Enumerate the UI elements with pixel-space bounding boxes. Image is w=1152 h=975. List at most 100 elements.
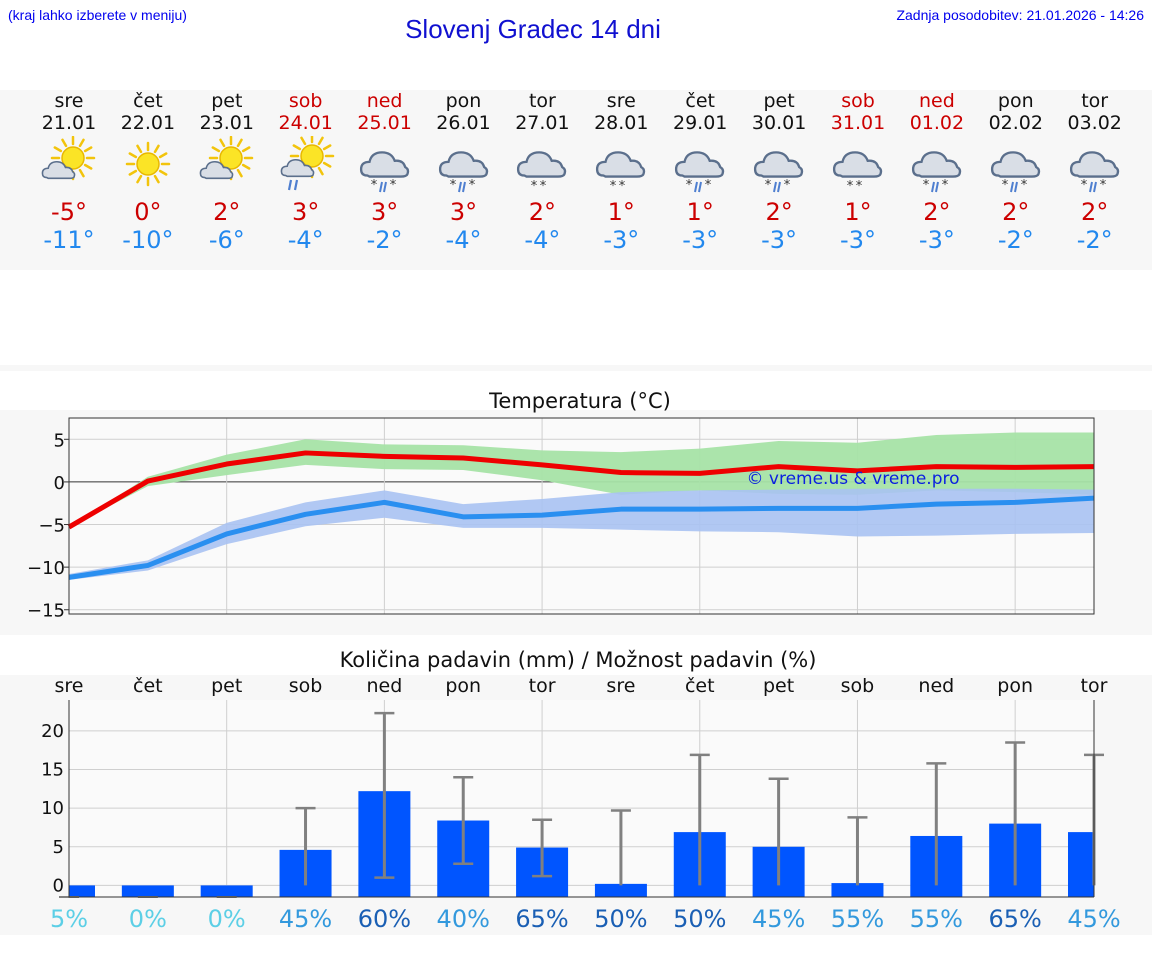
min-temp-line: [68, 495, 1095, 580]
precip-bar: [121, 885, 174, 897]
snowflake: *: [847, 179, 854, 194]
sun-shape: [125, 141, 171, 187]
cloud-shape: [990, 151, 1040, 178]
day-name: sob: [288, 90, 323, 112]
x-tick-label: tor: [1081, 675, 1108, 697]
cloud-shape: [911, 151, 962, 178]
cloud-snow-icon: * *: [591, 136, 651, 196]
snowflake: *: [765, 178, 772, 193]
min-temp: -3°: [918, 226, 955, 254]
cloud-snow-icon: * *: [828, 136, 888, 196]
precip-probability: 0%: [129, 905, 167, 933]
cloud-shape: [754, 151, 804, 178]
max-temp: 2°: [528, 198, 557, 226]
rain-drop: [382, 181, 387, 193]
x-tick-label: sre: [55, 675, 84, 697]
rain-drop: [773, 181, 778, 193]
min-temp: -11°: [43, 226, 95, 254]
cloud-shape: [1069, 151, 1119, 178]
x-tick-label: pet: [763, 675, 794, 697]
y-tick-label: 0: [53, 875, 64, 896]
max-temp: 1°: [686, 198, 714, 226]
day-date: 30.01: [751, 112, 807, 134]
day-name: ned: [366, 90, 403, 112]
y-tick-label: 15: [41, 760, 64, 781]
y-tick-label: 10: [41, 798, 64, 819]
cloud-shape: [832, 151, 883, 178]
cloud-sleet-icon: * *: [434, 136, 494, 196]
page-title: Slovenj Gradec 14 dni: [405, 14, 661, 44]
copyright-annotation: © vreme.us & vreme.pro: [746, 469, 959, 489]
rain-drop: [698, 181, 703, 193]
cloud-sleet-icon: * *: [1065, 136, 1125, 196]
chart-title: Količina padavin (mm) / Možnost padavin …: [340, 648, 817, 672]
separator-band: [0, 365, 1152, 371]
snowflake: *: [942, 178, 949, 193]
min-temp: -6°: [208, 226, 245, 254]
snowflake: *: [686, 178, 693, 193]
day-date: 21.01: [41, 112, 97, 134]
snowflake: *: [856, 179, 863, 194]
x-tick-label: sre: [606, 675, 635, 697]
rain-drop: [461, 181, 466, 193]
day-name: sre: [54, 90, 84, 112]
min-temp: -4°: [524, 226, 561, 254]
day-date: 01.02: [909, 112, 965, 134]
rain-drop: [1009, 181, 1014, 193]
min-temp: -2°: [997, 226, 1034, 254]
sun-icon: [118, 136, 178, 196]
x-tick-label: pon: [997, 675, 1033, 697]
cloud-sleet-icon: * *: [907, 136, 967, 196]
max-temp: 1°: [607, 198, 635, 226]
snowflake: *: [1099, 178, 1106, 193]
precip-bar: [831, 883, 884, 897]
sun-cloud-icon: [39, 135, 99, 196]
rain-drop: [934, 181, 939, 193]
precip-bar: [594, 883, 647, 897]
cloud-shape: [596, 151, 646, 178]
max-temp: 2°: [1002, 198, 1030, 226]
rain-drop: [378, 181, 383, 193]
sun-cloud-icon: [197, 135, 257, 196]
x-tick-label: pet: [211, 675, 242, 697]
precip-probability: 0%: [208, 905, 246, 933]
precip-probability: 65%: [515, 905, 568, 933]
day-name: tor: [1081, 90, 1109, 112]
snowflake: *: [1080, 178, 1087, 193]
max-temp: 3°: [449, 198, 478, 226]
cloud-sleet-icon: * *: [355, 136, 415, 196]
max-temp: 2°: [923, 198, 951, 226]
max-temp: 0°: [134, 198, 162, 226]
x-tick-label: tor: [529, 675, 556, 697]
plot-frame: [68, 417, 1095, 615]
min-temp: -3°: [682, 226, 719, 254]
snowflake: *: [468, 178, 475, 193]
rain-drop: [293, 179, 298, 191]
rain-drop: [457, 181, 462, 193]
x-tick-label: ned: [918, 675, 954, 697]
cloud-snow-icon: * *: [512, 136, 572, 196]
day-date: 02.02: [988, 112, 1043, 134]
snowflake: *: [389, 178, 396, 193]
precip-probability: 50%: [594, 905, 647, 933]
max-temp: 3°: [370, 198, 399, 226]
y-tick-label: 20: [41, 721, 64, 742]
day-name: tor: [528, 90, 556, 112]
max-temp: 2°: [1081, 198, 1109, 226]
max-temp: -5°: [51, 198, 87, 226]
day-date: 25.01: [357, 112, 412, 134]
plot-axes: [68, 700, 1094, 898]
snowflake: *: [705, 178, 712, 193]
rain-drop: [777, 181, 782, 193]
min-temp: -4°: [287, 226, 324, 254]
cloud-shape: [199, 160, 234, 180]
day-name: sob: [841, 90, 875, 112]
cloud-shape: [438, 151, 488, 178]
menu-hint-link[interactable]: (kraj lahko izberete v meniju): [8, 7, 187, 23]
precip-probability: 40%: [437, 905, 490, 933]
x-tick-label: sob: [841, 675, 875, 697]
x-tick-label: pon: [445, 675, 481, 697]
snowflake: *: [449, 178, 456, 193]
max-temp: 1°: [844, 198, 872, 226]
day-name: čet: [685, 90, 715, 112]
